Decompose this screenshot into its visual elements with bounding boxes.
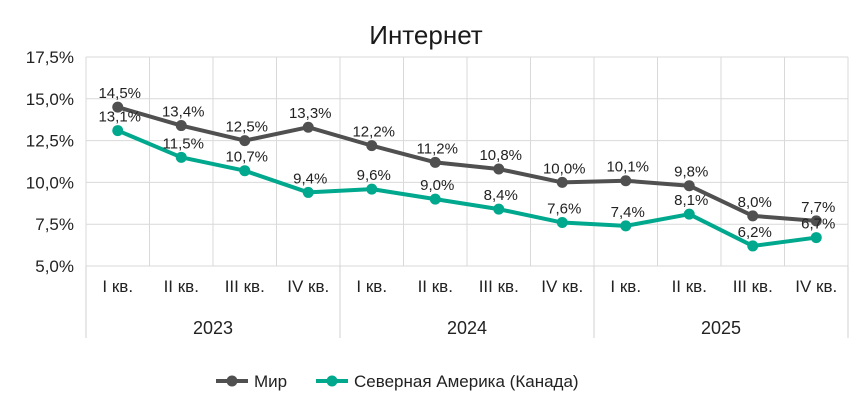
data-label: 9,6% [357, 167, 391, 184]
data-label: 9,4% [293, 170, 327, 187]
grid [85, 56, 849, 267]
data-point [175, 120, 187, 132]
data-point [429, 193, 441, 205]
y-tick-label: 7,5% [35, 215, 74, 234]
data-point [366, 183, 378, 195]
data-label: 8,4% [484, 187, 518, 204]
x-group-label: 2025 [701, 318, 741, 338]
data-label: 7,7% [801, 199, 835, 216]
data-point [112, 101, 124, 113]
data-label: 13,1% [98, 109, 141, 126]
data-point [302, 121, 314, 133]
data-label: 11,2% [417, 140, 458, 157]
data-point [747, 240, 759, 252]
data-label: 13,3% [289, 105, 332, 122]
data-point [112, 125, 124, 137]
data-point [556, 217, 568, 229]
data-point [620, 220, 632, 232]
y-tick-label: 12,5% [26, 132, 74, 151]
data-label: 7,4% [611, 204, 645, 221]
y-tick-label: 15,0% [26, 90, 74, 109]
plot-area: 14,5% 13,4% 12,5% 13,3% 12,2% 11,2% 10,8% 10,0%… [98, 85, 835, 252]
data-label: 10,1% [606, 159, 649, 176]
data-label: 8,1% [674, 192, 708, 209]
data-label: 11,5% [163, 135, 204, 152]
y-tick-label: 5,0% [35, 257, 74, 276]
x-tick-label: II кв. [672, 277, 707, 296]
x-tick-label: IV кв. [541, 277, 583, 296]
legend-marker [326, 375, 338, 387]
legend-label: Северная Америка (Канада) [354, 372, 579, 391]
data-label: 14,5% [98, 85, 141, 102]
data-label: 9,0% [420, 177, 454, 194]
data-point [175, 151, 187, 163]
y-axis: 5,0% 7,5% 10,0% 12,5% 15,0% 17,5% [26, 48, 74, 276]
data-point [620, 175, 632, 187]
x-tick-label: II кв. [418, 277, 453, 296]
data-label: 7,6% [547, 201, 581, 218]
data-point [429, 156, 441, 168]
data-label: 13,4% [162, 104, 205, 121]
data-label: 10,8% [479, 147, 522, 164]
data-point [493, 203, 505, 215]
legend: Мир Северная Америка (Канада) [216, 372, 579, 391]
chart-title: Интернет [369, 20, 483, 50]
y-tick-label: 17,5% [26, 48, 74, 67]
x-tick-label: II кв. [164, 277, 199, 296]
data-point [239, 135, 251, 147]
data-label: 12,2% [352, 124, 395, 141]
data-label: 12,5% [225, 119, 268, 136]
data-point [366, 140, 378, 152]
data-label: 6,2% [738, 224, 772, 241]
data-label: 10,7% [225, 149, 268, 166]
data-point [810, 215, 822, 227]
x-tick-label: I кв. [356, 277, 387, 296]
legend-marker [226, 375, 238, 387]
data-point [239, 165, 251, 177]
data-point [302, 186, 314, 198]
data-point [683, 208, 695, 220]
x-tick-label: III кв. [733, 277, 773, 296]
x-group-label: 2023 [193, 318, 233, 338]
data-point [747, 210, 759, 222]
data-point [556, 176, 568, 188]
y-tick-label: 10,0% [26, 173, 74, 192]
legend-label: Мир [254, 372, 287, 391]
x-tick-label: I кв. [102, 277, 133, 296]
data-label: 8,0% [738, 194, 772, 211]
x-axis: I кв. II кв. III кв. IV кв. I кв. II кв. III к… [85, 266, 849, 338]
data-label: 9,8% [674, 164, 708, 181]
x-tick-label: I кв. [610, 277, 641, 296]
data-label: 6,7% [801, 216, 835, 233]
x-tick-label: IV кв. [795, 277, 837, 296]
data-point [493, 163, 505, 175]
data-point [810, 232, 822, 244]
x-tick-label: IV кв. [287, 277, 329, 296]
data-label: 10,0% [543, 160, 586, 177]
x-group-label: 2024 [447, 318, 487, 338]
x-tick-label: III кв. [225, 277, 265, 296]
data-point [683, 180, 695, 192]
x-tick-label: III кв. [479, 277, 519, 296]
series-line [115, 105, 819, 223]
series-line [115, 128, 819, 248]
